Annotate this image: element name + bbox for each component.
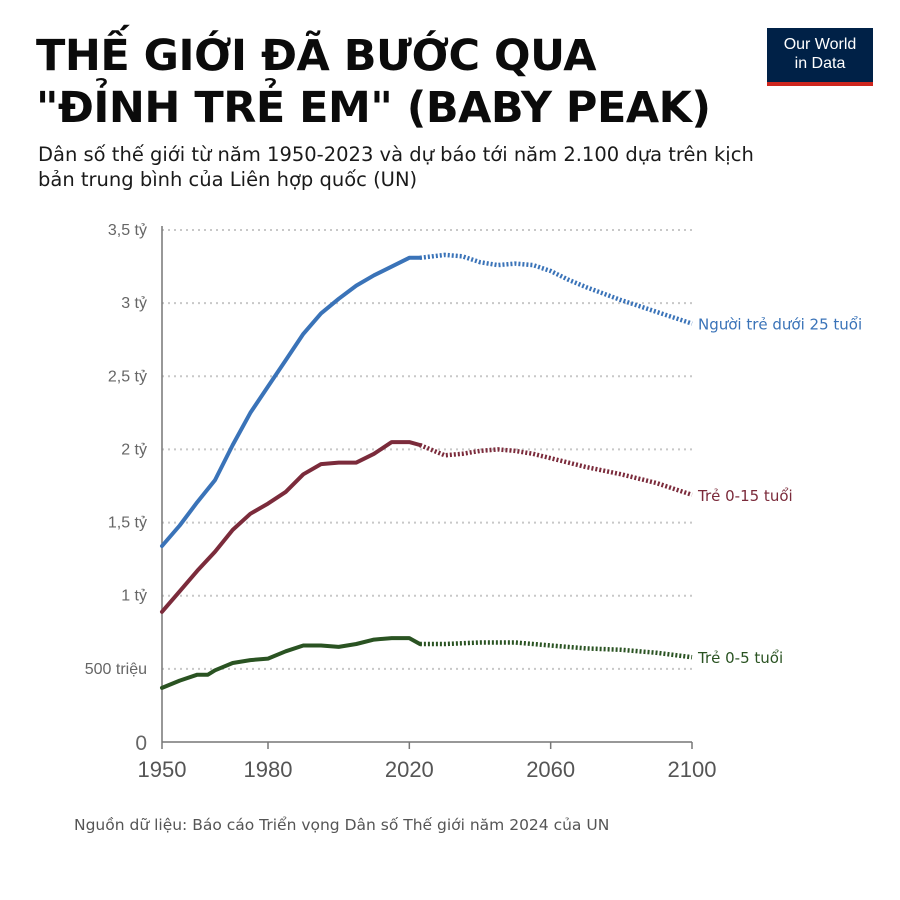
y-tick-label: 1,5 tỷ <box>108 515 147 532</box>
chart-subtitle: Dân số thế giới từ năm 1950-2023 và dự b… <box>38 142 838 192</box>
logo-line-1: Our World <box>783 36 857 53</box>
x-tick-label: 2100 <box>668 757 717 782</box>
y-tick-label: 2 tỷ <box>121 441 147 458</box>
y-axis: 0 500 triệu 1 tỷ 1,5 tỷ 2 tỷ 2,5 tỷ 3 tỷ 3,5 tỷ <box>85 222 147 755</box>
subtitle-line-1: Dân số thế giới từ năm 1950-2023 và dự b… <box>38 143 754 166</box>
y-tick-label: 3 tỷ <box>121 295 147 312</box>
x-tick-label: 1980 <box>244 757 293 782</box>
owid-logo[interactable]: Our World in Data <box>767 28 873 86</box>
subtitle-line-2: bản trung bình của Liên hợp quốc (UN) <box>38 168 418 191</box>
series-line-age-0-15 <box>160 440 422 614</box>
series-label-age-0-5: Trẻ 0-5 tuổi <box>697 649 783 667</box>
x-tick-label: 2060 <box>526 757 575 782</box>
title-line-1: THẾ GIỚI ĐÃ BƯỚC QUA <box>36 31 596 81</box>
y-tick-label: 0 <box>135 732 147 755</box>
series-label-age-0-15: Trẻ 0-15 tuổi <box>697 487 793 505</box>
y-tick-label: 1 tỷ <box>121 588 147 605</box>
series-labels: Người trẻ dưới 25 tuổi Trẻ 0-15 tuổi Trẻ 0… <box>697 316 862 668</box>
source-note: Nguồn dữ liệu: Báo cáo Triển vọng Dân số… <box>74 816 610 834</box>
series-label-under25: Người trẻ dưới 25 tuổi <box>698 316 862 334</box>
y-tick-label: 2,5 tỷ <box>108 368 147 385</box>
series-projection-under25 <box>419 252 693 326</box>
series-line-age-0-5 <box>160 636 422 690</box>
x-tick-label: 2020 <box>385 757 434 782</box>
logo-line-2: in Data <box>794 55 846 72</box>
chart-title: THẾ GIỚI ĐÃ BƯỚC QUA "ĐỈNH TRẺ EM" (BABY… <box>36 30 736 134</box>
x-axis: 1950 1980 2020 2060 2100 <box>138 226 717 782</box>
x-tick-label: 1950 <box>138 757 187 782</box>
chart-series <box>160 252 693 690</box>
series-projection-age-0-5 <box>419 640 693 660</box>
series-line-under25 <box>160 255 422 548</box>
y-tick-label: 3,5 tỷ <box>108 222 147 239</box>
series-projection-age-0-15 <box>419 442 693 497</box>
title-line-2: "ĐỈNH TRẺ EM" (BABY PEAK) <box>36 83 711 133</box>
y-tick-label: 500 triệu <box>85 661 147 678</box>
